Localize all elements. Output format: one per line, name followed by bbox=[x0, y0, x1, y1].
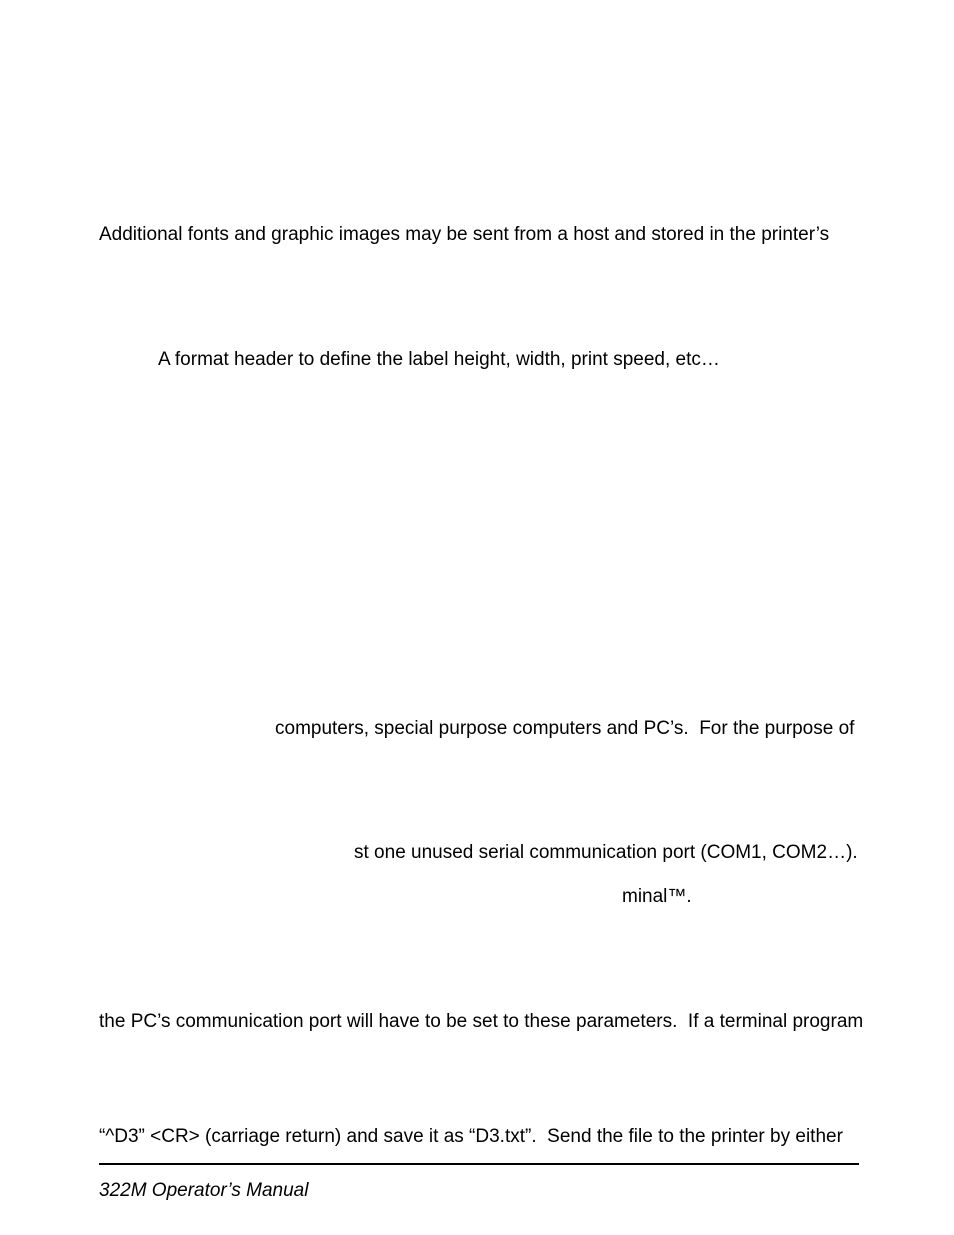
body-text-line: st one unused serial communication port … bbox=[354, 842, 858, 864]
body-text-line: computers, special purpose computers and… bbox=[275, 718, 854, 740]
footer-rule bbox=[99, 1163, 859, 1165]
body-text-line: “^D3” <CR> (carriage return) and save it… bbox=[99, 1126, 843, 1148]
body-text-line: Additional fonts and graphic images may … bbox=[99, 224, 829, 246]
body-text-line: A format header to define the label heig… bbox=[158, 349, 720, 371]
body-text-line: minal™. bbox=[622, 886, 692, 908]
body-text-line: the PC’s communication port will have to… bbox=[99, 1011, 863, 1033]
footer-title: 322M Operator’s Manual bbox=[99, 1180, 308, 1202]
